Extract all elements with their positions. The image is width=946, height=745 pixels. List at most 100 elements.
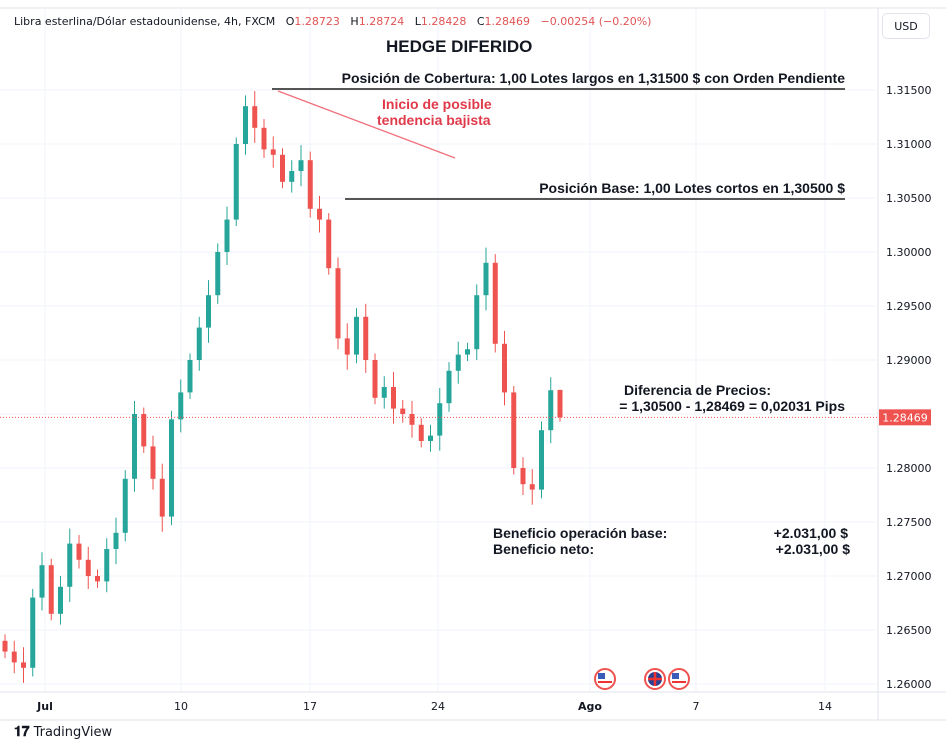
candle [446,362,452,412]
candle [437,388,443,451]
candle-body [95,576,100,582]
us-flag-icon[interactable] [668,668,690,690]
candle [178,379,184,433]
low-label: L [414,15,421,28]
candle-body [252,106,258,128]
tradingview-logo[interactable]: 𝟏𝟕 TradingView [14,724,112,740]
candle-body [391,387,396,409]
y-tick-label: 1.27000 [886,570,932,583]
candle [252,91,258,143]
candle [261,119,267,159]
candle [270,136,276,168]
candle-body [381,387,387,398]
candle-body [409,414,415,425]
flag-canton [672,673,679,679]
candle-body [400,408,406,414]
candle [354,308,359,364]
candle [233,137,239,227]
candle [169,410,174,526]
candle [215,243,221,304]
benefit-net-value: +2.031,00 $ [775,541,850,557]
candle-body [122,478,128,533]
candle-body [557,389,563,418]
candle [548,377,554,444]
candle [48,558,54,621]
candle-body [418,424,424,441]
y-tick-label: 1.30500 [886,192,932,205]
candle-body [76,543,82,560]
candle-body [326,219,332,269]
annotation-title: HEDGE DIFERIDO [386,37,533,56]
candle-body [2,640,8,652]
candle-body [169,419,174,517]
candle-body [502,343,507,393]
candle-body [48,565,54,614]
candle-body [141,414,147,447]
change-value: −0.00254 (−0.20%) [540,15,652,28]
annotation-diff-1: Diferencia de Precios: [624,382,772,398]
candle [187,353,193,399]
candle [113,517,119,565]
candle [224,206,230,265]
candle-body [233,144,239,220]
symbol-name: Libra esterlina/Dólar estadounidense, 4h… [14,15,276,28]
y-tick-label: 1.28000 [886,462,932,475]
candle [2,634,8,659]
current-price-badge [879,409,931,426]
x-tick-label: 7 [693,700,700,713]
candle-body [335,268,341,339]
y-tick-label: 1.30000 [886,246,932,259]
tradingview-label: TradingView [33,724,113,740]
candle-body [11,651,17,663]
candle [150,435,156,490]
x-tick-label: 14 [818,700,832,713]
candle [289,160,295,193]
x-tick-label: 24 [431,700,445,713]
candle [11,640,17,674]
candle [30,588,36,677]
candle-body [363,316,369,360]
benefit-net-label: Beneficio neto: [493,541,595,557]
x-tick-label: 17 [303,700,317,713]
candle [243,95,248,155]
candle-body [344,338,350,355]
candle [307,151,313,218]
candle-body [511,392,517,468]
candle [141,407,147,453]
x-tick-label: Ago [578,700,602,713]
candle-body [529,484,535,490]
us-flag-icon[interactable] [594,668,616,690]
candle [391,371,396,424]
low-value: 1.28428 [420,15,467,28]
candle [557,389,563,422]
candle-body [85,559,91,576]
candle-body [150,446,156,479]
candle [159,463,165,532]
flag-stripe [672,681,686,683]
trend-line [277,90,456,159]
candle [335,257,341,350]
candle-body [455,354,461,371]
candle [317,195,322,233]
candle-body [474,295,480,350]
candle [372,353,378,405]
candle [483,247,489,311]
candle [381,376,387,409]
benefit-base-value: +2.031,00 $ [773,525,848,541]
candle-body [548,390,554,431]
x-tick-label: 10 [174,700,188,713]
candle-body [446,370,452,404]
candle [455,341,461,384]
current-price-label: 1.28469 [882,411,928,424]
currency-button[interactable]: USD [882,13,930,39]
candle [474,284,480,360]
x-tick-label: Jul [36,700,53,713]
candle [502,330,507,406]
candle-body [104,549,110,582]
candle-body [243,106,248,144]
candle-body [215,252,221,296]
symbol-legend: Libra esterlina/Dólar estadounidense, 4h… [14,15,651,28]
uk-flag-icon[interactable] [644,668,666,690]
